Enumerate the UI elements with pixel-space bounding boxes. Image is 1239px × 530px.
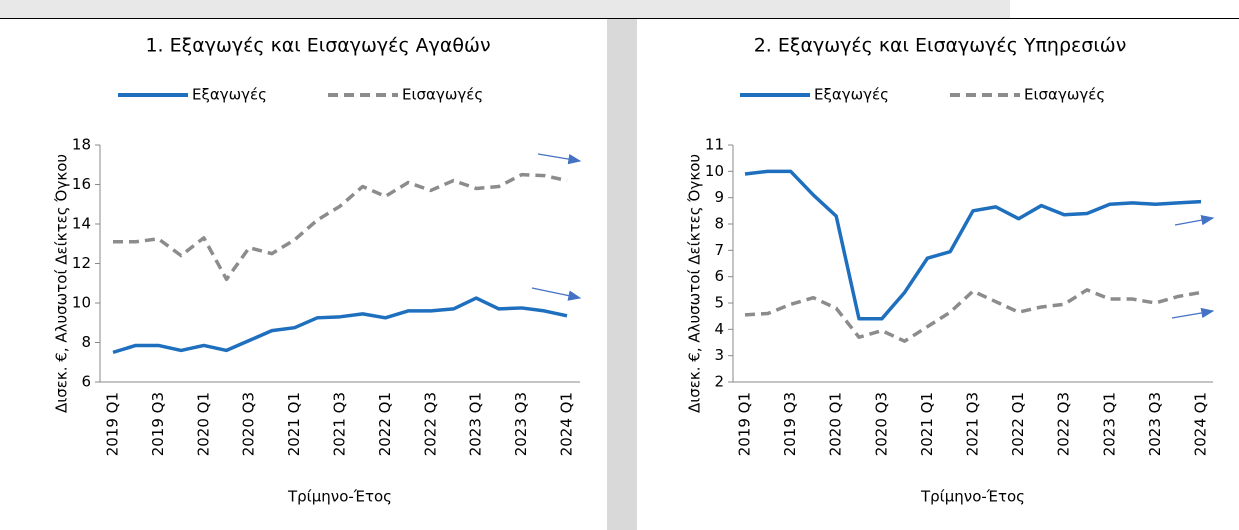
x-tick-label: 2022 Q3 — [421, 392, 439, 456]
legend-label: Εξαγωγές — [192, 86, 267, 104]
legend-label: Εξαγωγές — [814, 86, 889, 104]
arrow — [1174, 215, 1215, 226]
x-tick-label: 2019 Q1 — [736, 392, 754, 456]
legend-label: Εισαγωγές — [402, 86, 483, 104]
x-tick-label: 2022 Q1 — [1009, 392, 1027, 456]
legend-label: Εισαγωγές — [1024, 86, 1105, 104]
x-tick-label: 2020 Q3 — [872, 392, 890, 456]
y-tick-label: 7 — [714, 241, 724, 259]
series-line — [113, 172, 568, 282]
arrow — [531, 287, 582, 301]
y-tick-label: 10 — [705, 162, 724, 180]
arrow — [537, 153, 582, 165]
y-axis-label: Δισεκ. €, Αλυσωτοί Δείκτες Όγκου — [53, 154, 71, 413]
x-tick-label: 2023 Q3 — [512, 392, 530, 456]
x-tick-label: 2023 Q3 — [1146, 392, 1164, 456]
arrow — [1171, 307, 1215, 319]
y-tick-label: 10 — [72, 294, 91, 312]
y-tick-label: 9 — [714, 188, 724, 206]
y-tick-label: 8 — [81, 333, 91, 351]
x-axis-label: Τρίμηνο-Έτος — [920, 488, 1025, 506]
x-tick-label: 2021 Q1 — [918, 392, 936, 456]
y-tick-label: 12 — [72, 254, 91, 272]
x-tick-label: 2020 Q1 — [194, 392, 212, 456]
y-tick-label: 3 — [714, 346, 724, 364]
y-tick-label: 4 — [714, 320, 724, 338]
separator — [607, 19, 637, 530]
series-line — [744, 169, 1202, 321]
y-axis-label: Δισεκ. €, Αλυσωτοί Δείκτες Όγκου — [686, 154, 704, 413]
x-tick-label: 2022 Q3 — [1055, 392, 1073, 456]
x-tick-label: 2019 Q3 — [149, 392, 167, 456]
top-band — [0, 0, 1010, 18]
y-tick-label: 6 — [81, 373, 91, 391]
y-tick-label: 2 — [714, 373, 724, 391]
x-tick-label: 2020 Q3 — [240, 392, 258, 456]
y-tick-label: 16 — [72, 175, 91, 193]
x-tick-label: 2021 Q3 — [331, 392, 349, 456]
y-tick-label: 8 — [714, 215, 724, 233]
chart-title: 1. Εξαγωγές και Εισαγωγές Αγαθών — [145, 35, 490, 57]
x-tick-label: 2022 Q1 — [376, 392, 394, 456]
y-tick-label: 11 — [705, 136, 724, 154]
series-line — [744, 288, 1202, 343]
series-line — [112, 296, 568, 355]
y-tick-label: 6 — [714, 267, 724, 285]
x-tick-label: 2023 Q1 — [1100, 392, 1118, 456]
x-axis-label: Τρίμηνο-Έτος — [287, 488, 392, 506]
x-tick-label: 2020 Q1 — [827, 392, 845, 456]
x-tick-label: 2019 Q3 — [781, 392, 799, 456]
x-tick-label: 2021 Q3 — [964, 392, 982, 456]
y-tick-label: 14 — [72, 215, 91, 233]
x-tick-label: 2021 Q1 — [285, 392, 303, 456]
x-tick-label: 2023 Q1 — [467, 392, 485, 456]
y-tick-label: 5 — [714, 294, 724, 312]
x-tick-label: 2024 Q1 — [558, 392, 576, 456]
x-tick-label: 2024 Q1 — [1192, 392, 1210, 456]
x-tick-label: 2019 Q1 — [104, 392, 122, 456]
y-tick-label: 18 — [72, 136, 91, 154]
chart-title: 2. Εξαγωγές και Εισαγωγές Υπηρεσιών — [754, 35, 1127, 57]
